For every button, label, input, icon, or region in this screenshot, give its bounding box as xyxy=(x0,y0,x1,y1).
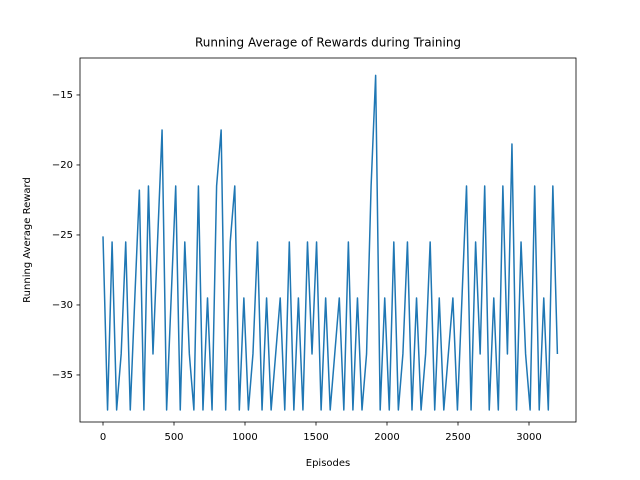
x-tick-label: 500 xyxy=(164,432,183,443)
y-tick-label: −30 xyxy=(52,300,73,311)
x-tick-label: 1000 xyxy=(232,432,257,443)
x-axis-label: Episodes xyxy=(306,458,350,469)
y-tick-label: −15 xyxy=(52,90,73,101)
chart-title: Running Average of Rewards during Traini… xyxy=(195,36,461,50)
y-tick-label: −25 xyxy=(52,230,73,241)
y-tick-label: −20 xyxy=(52,160,73,171)
x-tick-label: 0 xyxy=(100,432,106,443)
x-tick-label: 3000 xyxy=(516,432,541,443)
x-tick-label: 1500 xyxy=(303,432,328,443)
series-line xyxy=(102,74,559,411)
x-tick-label: 2000 xyxy=(374,432,399,443)
plot-frame xyxy=(79,57,577,423)
y-tick-label: −35 xyxy=(52,370,73,381)
x-tick-label: 2500 xyxy=(445,432,470,443)
y-axis-label: Running Average Reward xyxy=(22,177,33,303)
